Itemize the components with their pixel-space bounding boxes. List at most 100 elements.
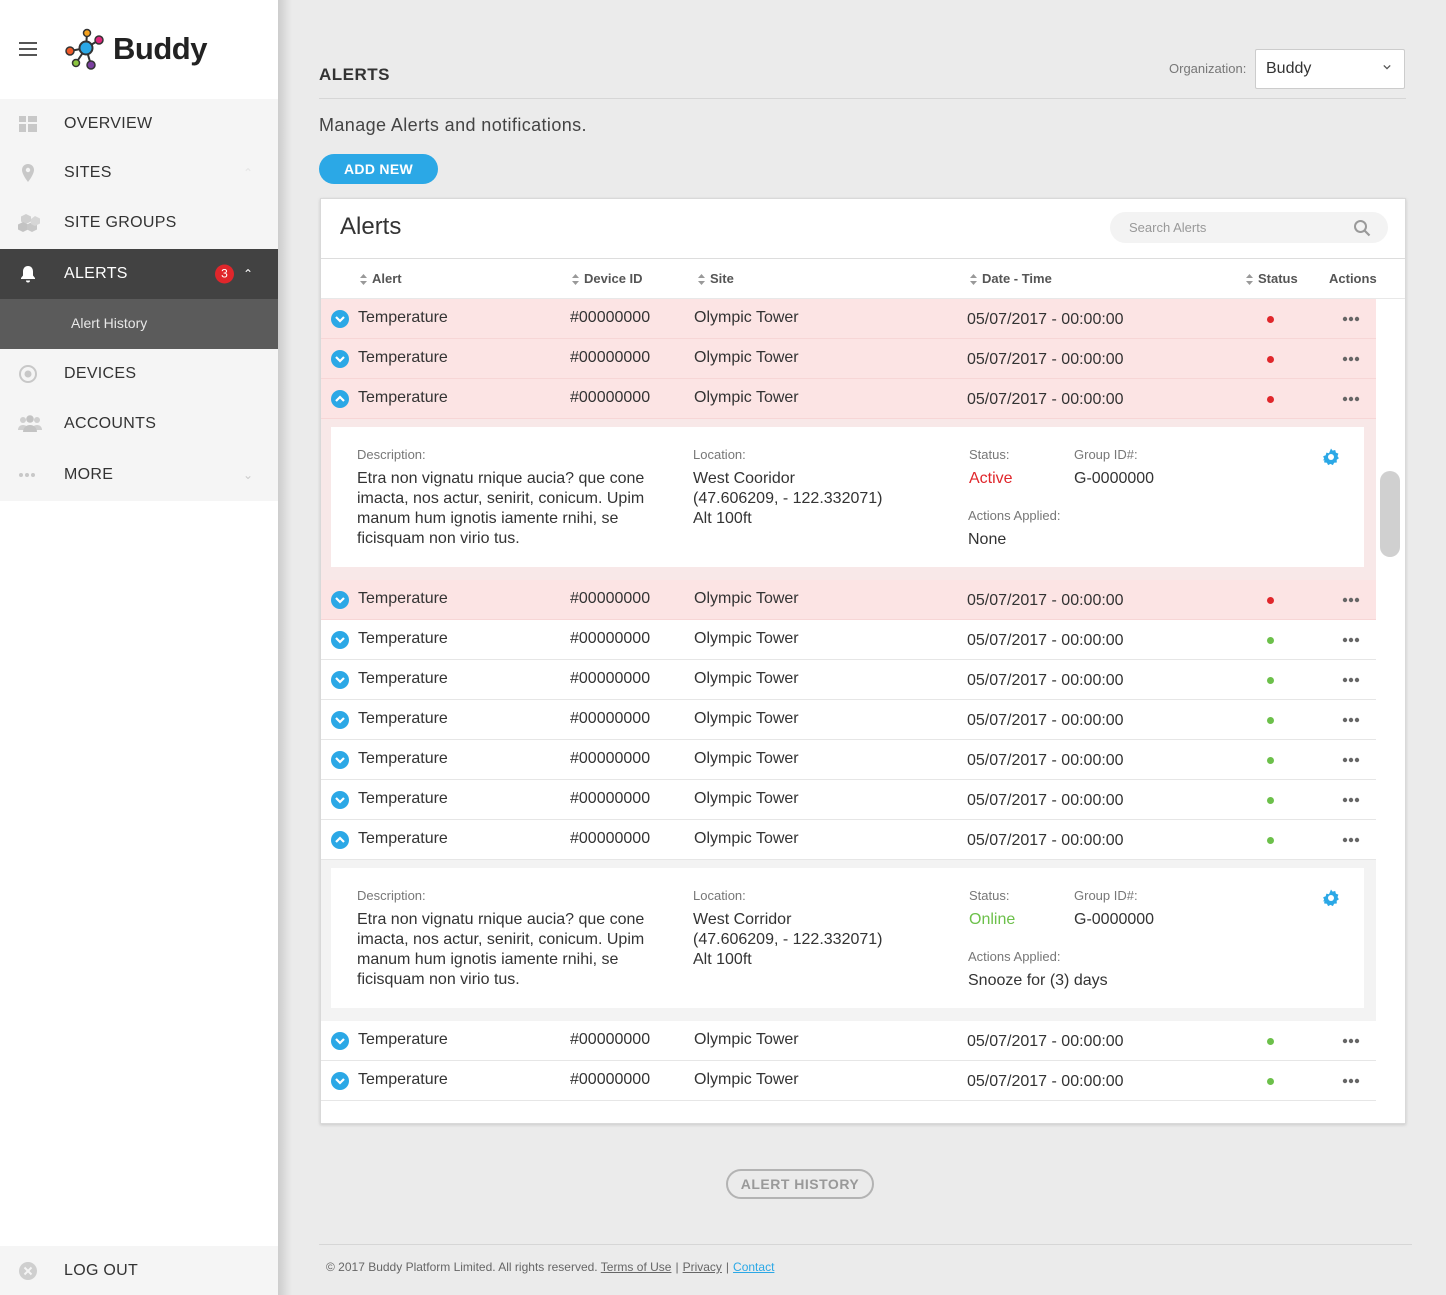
sidebar-subitem-alert-history[interactable]: Alert History xyxy=(0,299,278,349)
cell-date-time: 05/07/2017 - 00:00:00 xyxy=(967,311,1124,328)
page-subtitle: Manage Alerts and notifications. xyxy=(319,115,587,135)
expand-down-icon[interactable] xyxy=(331,791,349,809)
description-line: imacta, nos actur, senirit, conicum. Upi… xyxy=(357,490,645,507)
expand-down-icon[interactable] xyxy=(331,1072,349,1090)
sidebar-item-site-groups[interactable]: SITE GROUPS xyxy=(0,197,278,249)
gear-icon[interactable] xyxy=(1321,447,1341,467)
group-id-label: Group ID#: xyxy=(1074,888,1138,903)
footer-separator: | xyxy=(725,1260,730,1274)
more-actions-icon[interactable] xyxy=(1342,1078,1360,1084)
table-row[interactable]: Temperature #00000000 Olympic Tower 05/07/2… xyxy=(321,740,1376,780)
cell-device-id: #00000000 xyxy=(570,750,651,767)
location-line: (47.606209, - 122.332071) xyxy=(693,931,883,948)
status-indicator xyxy=(1267,597,1274,604)
description-label: Description: xyxy=(357,447,426,462)
table-row[interactable]: Temperature #00000000 Olympic Tower 05/07/2… xyxy=(321,339,1376,379)
table-row[interactable]: Temperature #00000000 Olympic Tower 05/07/2… xyxy=(321,780,1376,820)
sidebar-nav: OVERVIEW SITES ⌃ SITE GROUPS ALERTS 3 ⌃ … xyxy=(0,99,278,501)
contact-link[interactable]: Contact xyxy=(733,1260,775,1274)
expand-down-icon[interactable] xyxy=(331,711,349,729)
sort-icon xyxy=(360,274,367,286)
cell-site: Olympic Tower xyxy=(694,1071,799,1088)
description-line: Etra non vignatu rnique aucia? que cone xyxy=(357,911,645,928)
cell-site: Olympic Tower xyxy=(694,309,799,326)
cell-site: Olympic Tower xyxy=(694,710,799,727)
more-actions-icon[interactable] xyxy=(1342,597,1360,603)
chevron-down-icon: ⌄ xyxy=(243,468,254,482)
cell-site: Olympic Tower xyxy=(694,630,799,647)
sidebar-item-accounts[interactable]: ACCOUNTS xyxy=(0,399,278,449)
expand-down-icon[interactable] xyxy=(331,1032,349,1050)
expand-up-icon[interactable] xyxy=(331,390,349,408)
column-header-alert[interactable]: Alert xyxy=(360,271,402,286)
more-actions-icon[interactable] xyxy=(1342,797,1360,803)
more-actions-icon[interactable] xyxy=(1342,677,1360,683)
sort-icon xyxy=(698,274,705,286)
sidebar-item-alerts[interactable]: ALERTS 3 ⌃ xyxy=(0,249,278,299)
table-row[interactable]: Temperature #00000000 Olympic Tower 05/07/2… xyxy=(321,1021,1376,1061)
add-new-button[interactable]: ADD NEW xyxy=(319,154,438,184)
expand-down-icon[interactable] xyxy=(331,751,349,769)
column-header-site[interactable]: Site xyxy=(698,271,734,286)
sidebar-item-overview[interactable]: OVERVIEW xyxy=(0,99,278,149)
cell-alert: Temperature xyxy=(358,830,448,847)
alert-detail-card: Description: Etra non vignatu rnique auci… xyxy=(331,868,1364,1008)
cell-date-time: 05/07/2017 - 00:00:00 xyxy=(967,391,1124,408)
table-row[interactable]: Temperature #00000000 Olympic Tower 05/07/2… xyxy=(321,379,1376,419)
table-row[interactable]: Temperature #00000000 Olympic Tower 05/07/2… xyxy=(321,620,1376,660)
search-input[interactable]: Search Alerts xyxy=(1110,212,1388,243)
more-actions-icon[interactable] xyxy=(1342,356,1360,362)
table-row[interactable]: Temperature #00000000 Olympic Tower 05/07/2… xyxy=(321,299,1376,339)
hamburger-menu-icon[interactable] xyxy=(19,42,37,56)
sidebar-item-label: DEVICES xyxy=(64,365,137,382)
logout-button[interactable]: LOG OUT xyxy=(0,1246,278,1295)
logo[interactable]: Buddy xyxy=(63,27,207,73)
status-indicator xyxy=(1267,797,1274,804)
column-header-date-time[interactable]: Date - Time xyxy=(970,271,1052,286)
buddy-logo-icon xyxy=(65,28,104,70)
cell-alert: Temperature xyxy=(358,389,448,406)
more-actions-icon[interactable] xyxy=(1342,837,1360,843)
more-actions-icon[interactable] xyxy=(1342,316,1360,322)
sidebar-item-devices[interactable]: DEVICES xyxy=(0,349,278,399)
terms-of-use-link[interactable]: Terms of Use xyxy=(600,1260,672,1274)
status-indicator xyxy=(1267,316,1274,323)
cell-device-id: #00000000 xyxy=(570,1071,651,1088)
sidebar-item-more[interactable]: MORE ⌄ xyxy=(0,449,278,501)
column-header-status[interactable]: Status xyxy=(1246,271,1298,286)
gear-icon[interactable] xyxy=(1321,888,1341,908)
scrollbar-thumb[interactable] xyxy=(1380,471,1400,557)
cell-site: Olympic Tower xyxy=(694,790,799,807)
column-label: Site xyxy=(710,271,734,286)
status-indicator xyxy=(1267,757,1274,764)
organization-select[interactable]: Buddy xyxy=(1255,49,1405,89)
more-actions-icon[interactable] xyxy=(1342,757,1360,763)
table-row[interactable]: Temperature #00000000 Olympic Tower 05/07/2… xyxy=(321,700,1376,740)
table-row[interactable]: Temperature #00000000 Olympic Tower 05/07/2… xyxy=(321,580,1376,620)
more-actions-icon[interactable] xyxy=(1342,396,1360,402)
cubes-icon xyxy=(18,214,40,232)
expand-down-icon[interactable] xyxy=(331,350,349,368)
table-row[interactable]: Temperature #00000000 Olympic Tower 05/07/2… xyxy=(321,660,1376,700)
search-icon[interactable] xyxy=(1353,219,1371,237)
more-actions-icon[interactable] xyxy=(1342,717,1360,723)
actions-applied-value: None xyxy=(968,531,1007,548)
column-header-device-id[interactable]: Device ID xyxy=(572,271,643,286)
chevron-up-icon[interactable]: ⌃ xyxy=(243,267,254,281)
expand-down-icon[interactable] xyxy=(331,631,349,649)
table-row[interactable]: Temperature #00000000 Olympic Tower 05/07/2… xyxy=(321,820,1376,860)
sidebar-item-sites[interactable]: SITES ⌃ xyxy=(0,149,278,197)
status-indicator xyxy=(1267,356,1274,363)
cell-device-id: #00000000 xyxy=(570,389,651,406)
column-header-actions: Actions xyxy=(1329,271,1377,286)
more-actions-icon[interactable] xyxy=(1342,1038,1360,1044)
expand-up-icon[interactable] xyxy=(331,831,349,849)
expand-down-icon[interactable] xyxy=(331,591,349,609)
cell-device-id: #00000000 xyxy=(570,670,651,687)
expand-down-icon[interactable] xyxy=(331,310,349,328)
more-actions-icon[interactable] xyxy=(1342,637,1360,643)
privacy-link[interactable]: Privacy xyxy=(682,1260,722,1274)
table-row[interactable]: Temperature #00000000 Olympic Tower 05/07/2… xyxy=(321,1061,1376,1101)
expand-down-icon[interactable] xyxy=(331,671,349,689)
alert-history-button[interactable]: ALERT HISTORY xyxy=(726,1169,874,1199)
